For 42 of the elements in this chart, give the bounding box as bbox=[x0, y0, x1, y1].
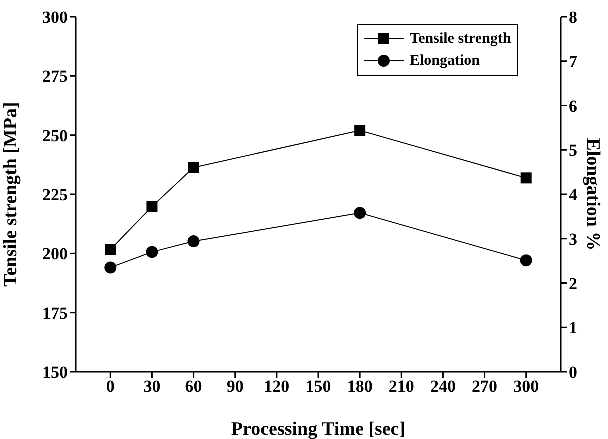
y-tick-label: 300 bbox=[42, 8, 68, 28]
point bbox=[188, 162, 200, 174]
x-tick-label: 210 bbox=[388, 377, 414, 396]
point bbox=[188, 236, 200, 248]
y2-tick-label: 7 bbox=[569, 52, 578, 72]
point bbox=[354, 125, 366, 136]
y-tick-label: 175 bbox=[42, 304, 68, 323]
x-tick-label: 270 bbox=[472, 377, 498, 396]
point bbox=[146, 201, 158, 212]
point bbox=[146, 246, 158, 258]
y2-tick-label: 8 bbox=[569, 8, 578, 28]
x-axis-title: Processing Time [sec] bbox=[231, 419, 406, 439]
y2-tick-label: 2 bbox=[569, 274, 578, 294]
x-tick-label: 30 bbox=[144, 377, 161, 396]
point bbox=[105, 244, 116, 256]
x-tick-label: 120 bbox=[264, 377, 290, 396]
y-tick-label: 200 bbox=[42, 244, 68, 264]
point bbox=[354, 207, 366, 220]
y2-tick-label: 0 bbox=[569, 363, 578, 382]
x-tick-label: 0 bbox=[106, 377, 115, 396]
x-tick-label: 240 bbox=[430, 377, 456, 396]
legend-label: Tensile strength bbox=[410, 30, 512, 48]
y2-tick-label: 6 bbox=[569, 96, 578, 116]
y-axis-title: Tensile strength [MPa] bbox=[0, 102, 22, 287]
y-tick-label: 275 bbox=[42, 67, 68, 86]
y-tick-label: 250 bbox=[42, 126, 68, 146]
x-tick-label: 150 bbox=[306, 377, 332, 396]
x-tick-label: 300 bbox=[514, 377, 540, 396]
x-tick-label: 90 bbox=[226, 377, 244, 396]
point bbox=[520, 254, 532, 267]
y2-axis-title: Elongation % bbox=[582, 138, 604, 251]
y2-tick-label: 1 bbox=[569, 318, 578, 338]
y2-tick-label: 4 bbox=[569, 186, 578, 205]
y2-tick-label: 5 bbox=[569, 141, 578, 160]
point bbox=[520, 172, 532, 184]
point bbox=[104, 262, 117, 274]
y2-tick-label: 3 bbox=[569, 230, 578, 249]
y-tick-label: 150 bbox=[42, 363, 68, 382]
x-tick-label: 60 bbox=[185, 377, 202, 396]
y-tick-label: 225 bbox=[42, 186, 68, 205]
legend-label: Elongation bbox=[410, 52, 480, 70]
x-tick-label: 180 bbox=[347, 377, 373, 396]
